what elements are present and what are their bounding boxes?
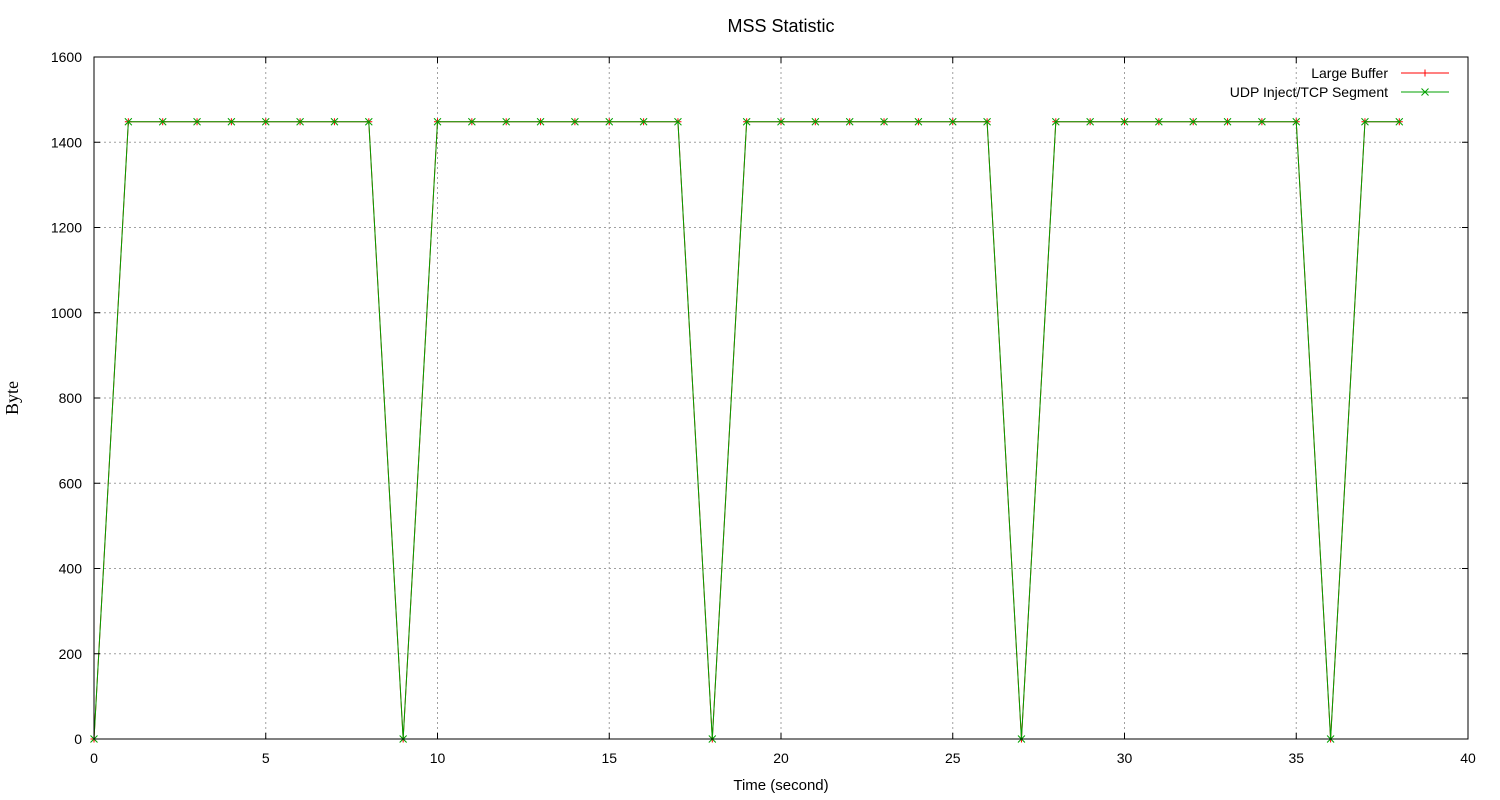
data-point <box>330 117 339 126</box>
data-point <box>845 117 854 126</box>
y-tick-label: 0 <box>74 731 82 747</box>
legend-label: Large Buffer <box>1311 65 1388 81</box>
axis-ticks: 0 200 400 600 800 1000 1200 1400 1600 0 5 10 15 20 25 3… <box>51 49 1476 766</box>
data-point <box>1086 117 1095 126</box>
x-axis-label: Time (second) <box>733 777 828 794</box>
data-point <box>914 117 923 126</box>
y-tick-label: 1600 <box>51 49 82 65</box>
data-point <box>639 117 648 126</box>
x-tick-label: 30 <box>1117 750 1133 766</box>
grid <box>94 57 1468 739</box>
data-point <box>777 117 785 126</box>
data-point <box>261 117 270 126</box>
series-layer <box>90 117 1404 743</box>
data-point <box>124 117 133 126</box>
data-point <box>880 117 888 126</box>
y-tick-label: 1200 <box>51 220 82 236</box>
data-point <box>296 117 304 126</box>
legend: Large Buffer UDP Inject/TCP Segment <box>1230 65 1449 100</box>
data-point <box>193 117 201 126</box>
data-point <box>1120 117 1129 126</box>
series-line <box>93 121 1400 740</box>
x-tick-label: 10 <box>430 750 446 766</box>
series-line <box>93 121 1400 740</box>
data-point <box>1361 117 1369 126</box>
y-tick-label: 800 <box>59 390 83 406</box>
data-point <box>1395 117 1404 126</box>
x-tick-label: 35 <box>1288 750 1304 766</box>
y-axis-label: Byte <box>2 381 22 415</box>
legend-item: Large Buffer <box>1311 65 1449 81</box>
data-point <box>983 117 991 126</box>
x-tick-label: 0 <box>90 750 98 766</box>
data-point <box>467 117 476 126</box>
data-point <box>674 117 682 126</box>
data-point <box>1189 117 1198 126</box>
data-point <box>536 117 545 126</box>
data-point <box>571 117 579 126</box>
data-point <box>158 117 167 126</box>
y-tick-label: 1000 <box>51 305 82 321</box>
y-tick-label: 200 <box>59 646 83 662</box>
data-point <box>1051 117 1060 126</box>
legend-item: UDP Inject/TCP Segment <box>1230 84 1449 100</box>
data-point <box>1223 117 1232 126</box>
data-point <box>1154 117 1163 126</box>
data-point <box>227 117 236 126</box>
y-tick-label: 400 <box>59 561 83 577</box>
x-tick-label: 5 <box>262 750 270 766</box>
data-point <box>811 117 820 126</box>
legend-marker <box>1421 69 1429 77</box>
data-point <box>364 117 373 126</box>
x-tick-label: 15 <box>601 750 617 766</box>
data-point <box>605 117 614 126</box>
data-point <box>948 117 957 126</box>
data-point <box>1292 117 1301 126</box>
y-tick-label: 1400 <box>51 134 82 150</box>
x-tick-label: 25 <box>945 750 961 766</box>
x-tick-label: 20 <box>773 750 789 766</box>
data-point <box>1258 117 1266 126</box>
series-large-buffer <box>90 118 1403 743</box>
data-point <box>433 117 442 126</box>
chart-title: MSS Statistic <box>727 16 834 36</box>
legend-marker <box>1421 88 1429 96</box>
data-point <box>742 117 751 126</box>
series-udp-inject-tcp-segment <box>90 117 1404 743</box>
x-tick-label: 40 <box>1460 750 1476 766</box>
legend-label: UDP Inject/TCP Segment <box>1230 84 1388 100</box>
y-tick-label: 600 <box>59 475 83 491</box>
data-point <box>502 117 511 126</box>
